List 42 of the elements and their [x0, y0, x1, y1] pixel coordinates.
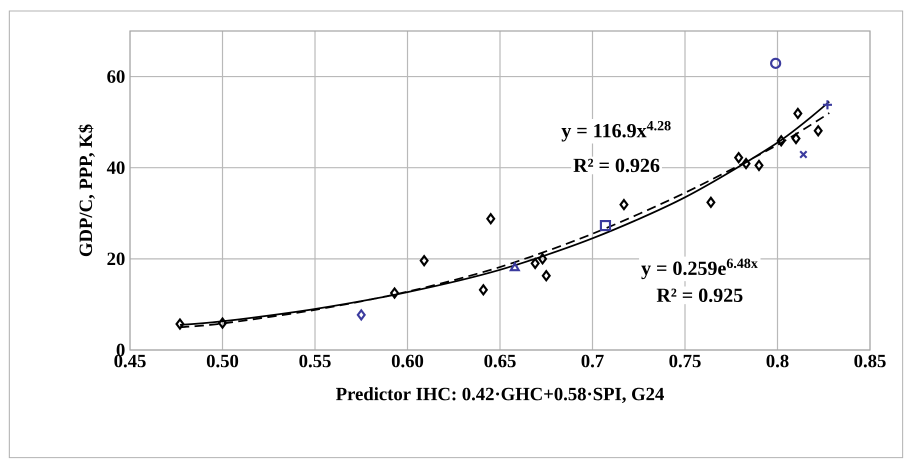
y-tick-label: 40 — [106, 161, 125, 174]
annotation: R² = 0.925 — [656, 288, 742, 302]
y-tick-label: 0 — [116, 344, 125, 356]
point — [218, 317, 227, 329]
x-tick-label: 0.85 — [854, 354, 886, 368]
x-tick-label: 0.75 — [669, 354, 701, 368]
x-tick-label: 0.50 — [206, 354, 238, 368]
point — [619, 199, 628, 210]
point — [538, 253, 548, 264]
point — [600, 220, 612, 232]
x-axis-title: Predictor IHC: 0.42·GHC+0.58·SPI, G24 — [336, 387, 664, 404]
x-tick-label: 0.55 — [299, 354, 331, 368]
point — [799, 150, 808, 159]
x-tick-label: 0.8 — [766, 354, 789, 368]
point — [754, 160, 764, 172]
point — [742, 158, 751, 170]
annotation: y = 116.9x$^{4.28}$ — [562, 120, 671, 142]
point — [706, 196, 716, 208]
point — [478, 284, 488, 296]
point — [420, 255, 429, 266]
point — [770, 58, 782, 69]
x-tick-label: 0.65 — [484, 354, 516, 368]
point — [486, 213, 496, 224]
point — [792, 132, 800, 144]
point — [356, 309, 366, 320]
annotation: R² = 0.926 — [573, 158, 660, 172]
point — [510, 262, 520, 272]
point — [793, 108, 802, 120]
y-tick-label: 20 — [107, 252, 125, 266]
point — [175, 318, 184, 330]
y-axis-title: GDP/C, PPP, K$ — [78, 124, 95, 256]
y-tick-label: 60 — [107, 70, 125, 83]
x-tick-label: 0.7 — [582, 354, 604, 368]
point — [776, 135, 786, 146]
point — [530, 258, 540, 269]
point — [734, 152, 744, 164]
point — [542, 270, 551, 282]
point — [814, 125, 823, 136]
point — [390, 287, 400, 299]
x-tick-label: 0.60 — [392, 354, 424, 368]
x-tick-label: 0.45 — [114, 354, 146, 368]
annotation: y = 0.259e$^{6.48x}$ — [641, 258, 758, 280]
